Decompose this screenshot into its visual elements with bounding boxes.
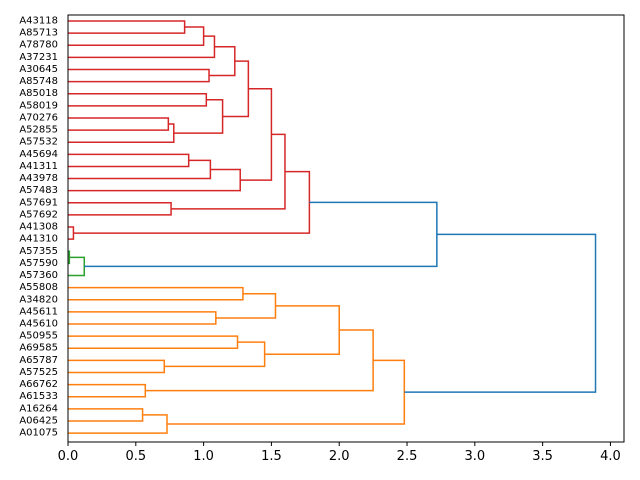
leaf-label-A01075: A01075: [19, 428, 58, 439]
leaf-label-A58019: A58019: [19, 100, 58, 111]
link-m21: [84, 201, 438, 268]
leaf-label-A41310: A41310: [19, 234, 58, 245]
leaf-label-A57590: A57590: [19, 258, 58, 269]
leaf-labels: A43118A85713A78780A37231A30645A85748A850…: [19, 16, 58, 439]
link-m31: [68, 408, 144, 422]
leaf-label-A85748: A85748: [19, 76, 58, 87]
link-m12: [68, 159, 212, 180]
x-tick-label: 2.0: [329, 449, 350, 464]
x-tick-label: 1.0: [193, 449, 214, 464]
link-m29: [68, 383, 147, 398]
leaf-label-A57483: A57483: [19, 185, 58, 196]
leaf-label-A70276: A70276: [19, 112, 58, 123]
link-m20: [68, 256, 86, 277]
link-m33: [166, 359, 406, 425]
plot-frame: [67, 14, 625, 443]
leaf-label-A52855: A52855: [19, 125, 58, 136]
x-tick-label: 3.0: [464, 449, 485, 464]
link-m11: [68, 153, 190, 168]
dendrogram-links: [68, 20, 597, 434]
leaf-label-A61533: A61533: [19, 391, 58, 402]
link-m1: [68, 20, 186, 34]
leaf-label-A37231: A37231: [19, 52, 58, 63]
link-m18: [73, 170, 311, 234]
x-tick-label: 4.0: [600, 449, 621, 464]
link-m15: [68, 202, 172, 216]
leaf-label-A57360: A57360: [19, 270, 58, 281]
link-m6: [68, 92, 208, 107]
x-axis: 0.0 0.5 1.0 1.5 2.0 2.5 3.0 3.5 4.0: [58, 442, 621, 464]
link-m34: [404, 233, 597, 393]
x-tick-label: 3.5: [532, 449, 553, 464]
link-m23: [68, 311, 217, 325]
leaf-label-A55808: A55808: [19, 282, 58, 293]
link-m24: [215, 292, 277, 319]
link-m8: [68, 123, 175, 143]
leaf-label-A57355: A57355: [19, 246, 58, 257]
link-m3: [68, 35, 216, 59]
x-tick-label: 1.5: [261, 449, 282, 464]
link-m32: [68, 414, 168, 434]
link-m25: [68, 335, 239, 349]
leaf-label-A16264: A16264: [19, 403, 58, 414]
leaf-label-A41308: A41308: [19, 222, 58, 233]
link-m7: [68, 117, 170, 131]
x-tick-label: 2.5: [397, 449, 418, 464]
leaf-label-A41311: A41311: [19, 161, 58, 172]
leaf-label-A50955: A50955: [19, 331, 58, 342]
leaf-label-A85713: A85713: [19, 28, 58, 39]
link-m17: [68, 226, 75, 240]
x-tick-label: 0.0: [58, 449, 79, 464]
leaf-label-A45610: A45610: [19, 319, 58, 330]
leaf-label-A78780: A78780: [19, 40, 58, 51]
link-m22: [68, 286, 244, 301]
leaf-label-A43978: A43978: [19, 173, 58, 184]
leaf-label-A45611: A45611: [19, 306, 58, 317]
leaf-label-A66762: A66762: [19, 379, 58, 390]
link-m16: [171, 133, 286, 210]
link-m14: [240, 88, 273, 181]
leaf-label-A69585: A69585: [19, 343, 58, 354]
link-m9: [173, 99, 224, 134]
leaf-label-A30645: A30645: [19, 64, 58, 75]
link-m26: [68, 359, 166, 374]
leaf-label-A43118: A43118: [19, 16, 58, 27]
leaf-label-A57525: A57525: [19, 367, 58, 378]
link-m4: [68, 68, 210, 83]
leaf-label-A06425: A06425: [19, 415, 58, 426]
link-m2: [68, 26, 205, 46]
leaf-label-A57691: A57691: [19, 197, 58, 208]
leaf-label-A34820: A34820: [19, 294, 58, 305]
leaf-label-A57532: A57532: [19, 137, 58, 148]
leaf-label-A45694: A45694: [19, 149, 58, 160]
link-m27: [164, 341, 266, 368]
link-m13: [68, 168, 241, 192]
leaf-label-A85018: A85018: [19, 88, 58, 99]
x-tick-label: 0.5: [125, 449, 146, 464]
leaf-label-A65787: A65787: [19, 355, 58, 366]
link-m5: [209, 46, 236, 77]
leaf-label-A57692: A57692: [19, 209, 58, 220]
